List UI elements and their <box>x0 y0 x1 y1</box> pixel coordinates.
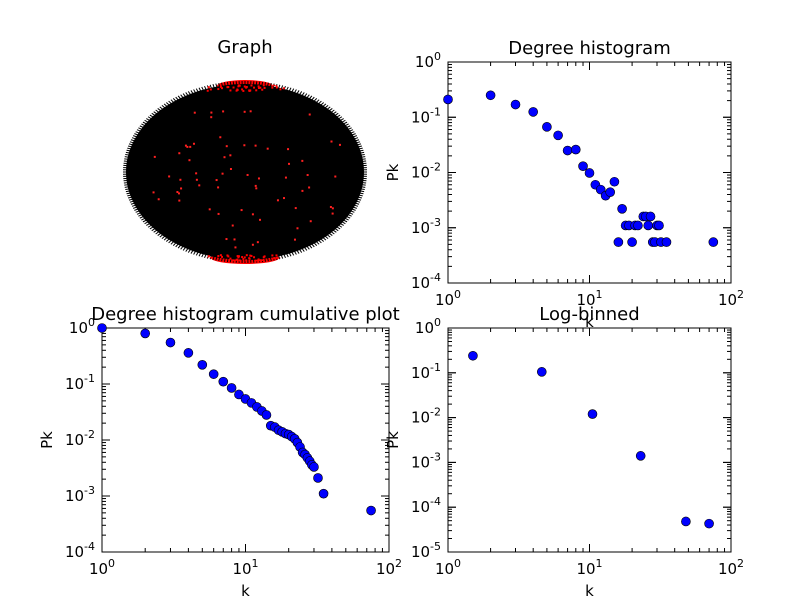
y-axis-label: Pk <box>384 163 402 181</box>
data-series <box>97 323 376 516</box>
data-point <box>218 376 229 387</box>
axis-ticks <box>101 327 390 553</box>
x-tick-label: 100 <box>435 288 461 309</box>
data-point <box>197 360 208 370</box>
y-tick-label: 10-1 <box>411 361 441 382</box>
chart-title: Degree histogram cumulative plot <box>91 304 400 325</box>
data-point <box>536 367 547 377</box>
data-point <box>605 187 615 197</box>
data-series <box>443 90 719 247</box>
data-point <box>542 122 552 132</box>
data-point <box>627 237 637 247</box>
data-point <box>313 473 323 483</box>
y-axis-label: Pk <box>38 431 56 449</box>
network-graph-drawing <box>123 80 367 264</box>
y-tick-label: 10-1 <box>65 372 95 393</box>
chart-title: Degree histogram <box>508 38 670 59</box>
data-point <box>681 516 691 527</box>
graph-nodes <box>152 84 341 262</box>
data-series <box>468 350 714 529</box>
y-tick-label: 100 <box>69 316 95 337</box>
y-tick-label: 10-3 <box>65 484 95 505</box>
data-point <box>208 369 219 379</box>
y-tick-label: 10-2 <box>411 161 441 182</box>
axis-ticks <box>447 327 732 553</box>
data-point <box>661 237 672 247</box>
log-binned-panel: Log-binned 100 101 102 10-5 10-4 10-3 10-2 10-1 1… <box>384 304 744 600</box>
data-point <box>708 237 719 247</box>
chart-title: Log-binned <box>539 304 639 325</box>
y-tick-label: 10-3 <box>411 450 441 471</box>
y-tick-label: 10-1 <box>411 105 441 126</box>
y-tick-label: 10-2 <box>65 428 95 449</box>
y-tick-label: 10-4 <box>411 271 441 292</box>
data-point <box>183 348 194 358</box>
graph-edge-rim <box>123 81 367 263</box>
graph-panel: Graph <box>123 37 367 264</box>
data-point <box>309 462 319 472</box>
data-point <box>562 145 573 156</box>
data-point <box>261 410 272 420</box>
x-tick-label: 102 <box>376 557 402 578</box>
data-point <box>443 94 453 105</box>
y-tick-label: 100 <box>415 50 441 71</box>
data-point <box>553 130 563 141</box>
data-point <box>485 90 496 101</box>
x-tick-label: 102 <box>718 288 744 309</box>
y-tick-label: 10-4 <box>411 495 441 516</box>
data-point <box>318 488 329 499</box>
data-point <box>97 323 107 333</box>
plot-frame <box>447 61 732 284</box>
data-point <box>226 383 237 393</box>
y-tick-label: 10-2 <box>411 406 441 427</box>
y-tick-label: 100 <box>415 316 441 337</box>
y-tick-label: 10-3 <box>411 216 441 237</box>
data-point <box>578 161 588 172</box>
data-point <box>584 168 595 178</box>
data-point <box>645 211 656 222</box>
data-point <box>633 220 643 231</box>
x-tick-label: 101 <box>576 557 602 578</box>
data-point <box>510 99 521 110</box>
x-axis-label: k <box>585 582 594 600</box>
y-axis-label: Pk <box>384 431 402 449</box>
data-point <box>609 176 620 187</box>
x-tick-label: 102 <box>718 557 744 578</box>
data-point <box>140 328 150 339</box>
plot-frame <box>447 327 732 553</box>
data-point <box>617 204 627 214</box>
y-tick-label: 10-5 <box>411 540 441 561</box>
data-point <box>643 220 654 231</box>
y-tick-label: 10-4 <box>65 540 95 561</box>
data-point <box>613 237 624 247</box>
x-tick-label: 100 <box>435 557 461 578</box>
x-tick-label: 101 <box>576 288 602 309</box>
data-point <box>635 451 646 461</box>
x-tick-label: 100 <box>89 557 115 578</box>
data-point <box>704 518 714 529</box>
data-point <box>654 220 664 231</box>
degree-histogram-panel: Degree histogram 100 101 102 10-4 10-3 10-2 10-… <box>384 38 744 331</box>
graph-title: Graph <box>217 37 272 58</box>
x-axis-label: k <box>585 313 594 331</box>
data-point <box>587 409 598 419</box>
x-tick-label: 101 <box>232 557 258 578</box>
graph-edges-mass <box>126 84 364 260</box>
data-point <box>528 107 538 117</box>
data-point <box>165 337 176 348</box>
plot-frame <box>101 327 390 553</box>
x-axis-label: k <box>241 582 250 600</box>
data-point <box>366 505 376 516</box>
data-point <box>570 144 581 155</box>
data-point <box>468 350 478 361</box>
data-point <box>234 389 244 400</box>
